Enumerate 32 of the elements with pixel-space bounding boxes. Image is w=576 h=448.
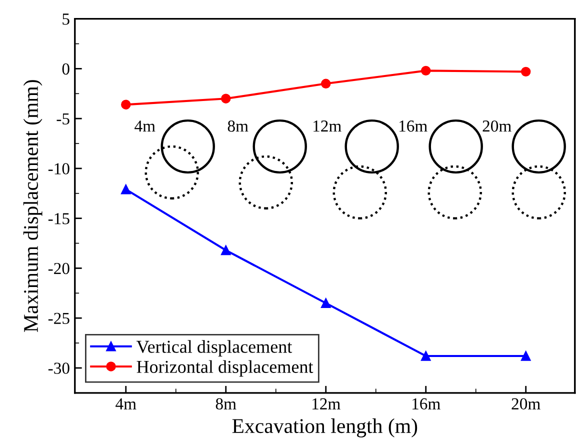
point xyxy=(520,66,531,77)
x-tick-label: 4m xyxy=(116,398,136,410)
x-tick-label: 16m xyxy=(412,398,440,410)
y-axis-title: Maximum displacement (mm) xyxy=(23,80,42,332)
point xyxy=(520,351,531,361)
y-tick-label: -15 xyxy=(48,213,70,224)
annotation: 12m xyxy=(314,120,342,132)
annotation: 8m xyxy=(228,120,248,132)
y-tick-label: 5 xyxy=(62,14,70,25)
annotation: 20m xyxy=(482,120,512,132)
point xyxy=(420,351,431,361)
legend-label: Vertical displacement xyxy=(136,340,292,357)
point xyxy=(121,184,131,194)
annotation: 16m xyxy=(400,120,428,132)
y-tick-label: -30 xyxy=(48,362,70,374)
x-axis-title: Excavation length (m) xyxy=(232,418,418,438)
y-tick-label: -20 xyxy=(48,262,70,274)
point xyxy=(420,66,431,76)
y-tick-label: -5 xyxy=(56,113,70,125)
point xyxy=(321,298,331,308)
annotation: 4m xyxy=(134,120,156,132)
point xyxy=(121,100,131,110)
point xyxy=(321,78,331,89)
y-tick-label: 0 xyxy=(62,63,70,75)
point xyxy=(221,94,231,104)
y-tick-label: -25 xyxy=(48,312,70,324)
y-tick-label: -10 xyxy=(48,163,70,174)
x-tick-label: 20m xyxy=(512,398,540,410)
x-tick-label: 8m xyxy=(216,398,236,410)
point xyxy=(221,245,231,256)
legend-label: Horizontal displacement xyxy=(136,360,314,377)
x-tick-label: 12m xyxy=(312,398,340,410)
